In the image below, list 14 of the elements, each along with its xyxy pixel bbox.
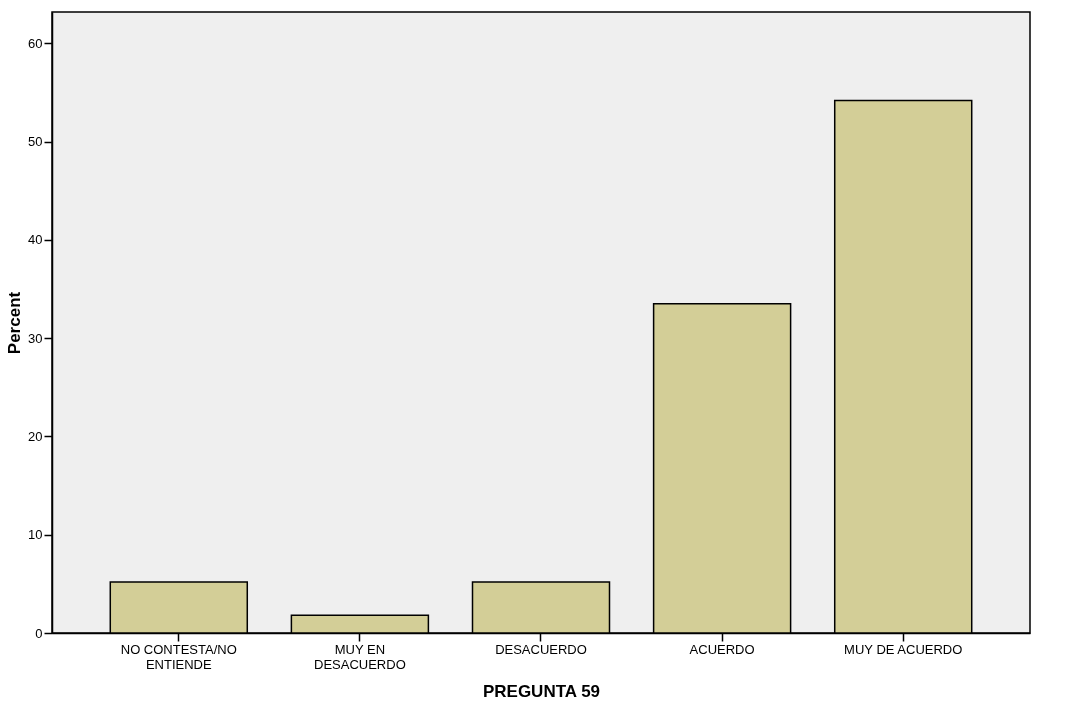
y-tick-label: 40 <box>28 232 43 248</box>
y-tick-label: 20 <box>28 428 43 444</box>
y-tick-label: 60 <box>28 35 43 51</box>
x-axis-title: PREGUNTA 59 <box>482 681 601 701</box>
y-tick-label: 50 <box>28 134 43 150</box>
y-tick-label: 0 <box>35 625 43 641</box>
y-axis-title: Percent <box>5 291 25 355</box>
x-tick-label: NO CONTESTA/NO ENTIENDE <box>120 641 237 672</box>
y-tick-label: 10 <box>28 527 43 543</box>
y-tick-label: 30 <box>28 330 43 346</box>
x-tick-label: MUY EN DESACUERDO <box>314 641 406 672</box>
x-tick-label: MUY DE ACUERDO <box>844 641 963 657</box>
x-tick-label: ACUERDO <box>689 641 755 657</box>
x-tick-label: DESACUERDO <box>495 641 587 657</box>
